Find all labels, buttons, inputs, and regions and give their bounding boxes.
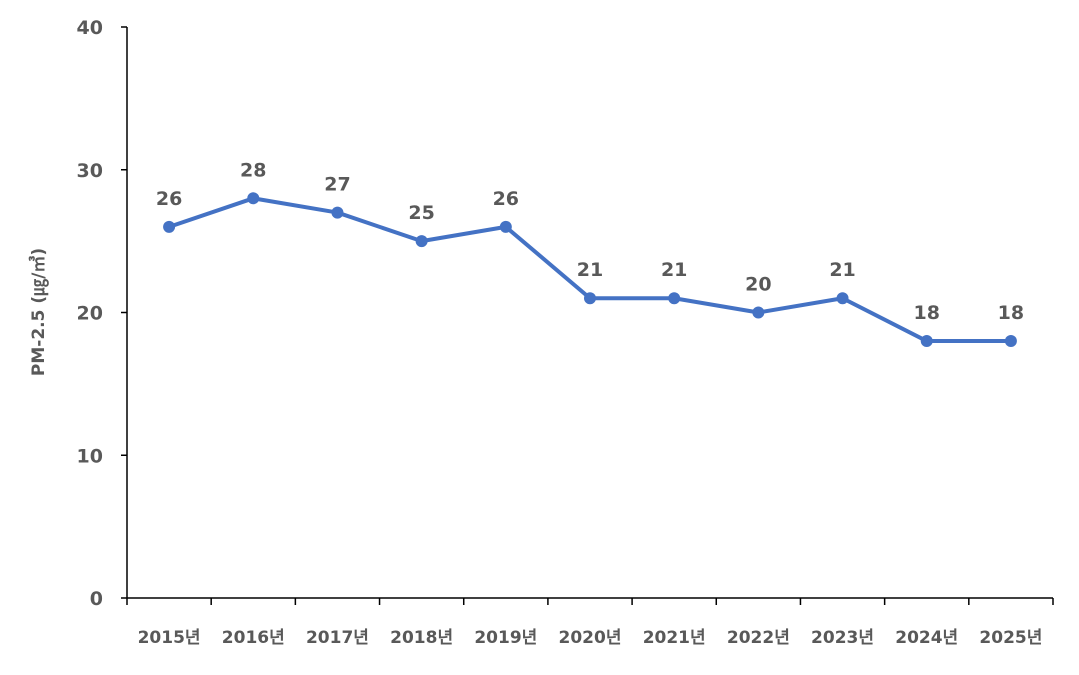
data-point <box>668 292 681 305</box>
data-point <box>920 335 933 348</box>
x-tick-label: 2017년 <box>306 628 369 648</box>
y-tick-label: 30 <box>77 160 103 182</box>
data-point <box>331 206 344 219</box>
data-point <box>415 235 428 248</box>
data-point <box>836 292 849 305</box>
x-tick-label: 2018년 <box>390 628 453 648</box>
data-label: 21 <box>661 259 687 281</box>
x-tick-label: 2025년 <box>979 628 1042 648</box>
x-tick-label: 2021년 <box>643 628 706 648</box>
data-label: 20 <box>745 274 771 296</box>
x-tick-label: 2015년 <box>138 628 201 648</box>
x-tick-label: 2019년 <box>474 628 537 648</box>
data-point <box>163 220 176 233</box>
x-tick-label: 2024년 <box>895 628 958 648</box>
data-point <box>752 306 765 319</box>
data-label: 27 <box>324 174 350 196</box>
data-label: 21 <box>577 259 603 281</box>
data-label: 18 <box>998 302 1024 324</box>
x-tick-label: 2020년 <box>559 628 622 648</box>
data-label: 21 <box>829 259 855 281</box>
data-label: 25 <box>408 202 434 224</box>
y-tick-label: 10 <box>77 445 103 467</box>
data-label: 28 <box>240 159 266 181</box>
data-label: 26 <box>493 188 519 210</box>
x-tick-label: 2022년 <box>727 628 790 648</box>
data-point <box>247 192 260 205</box>
y-tick-label: 0 <box>90 588 103 610</box>
data-label: 26 <box>156 188 182 210</box>
y-tick-label: 40 <box>77 17 103 39</box>
x-tick-label: 2016년 <box>222 628 285 648</box>
data-point <box>584 292 596 305</box>
y-tick-label: 20 <box>77 303 103 325</box>
data-point <box>499 220 512 233</box>
data-label: 18 <box>914 302 940 324</box>
data-point <box>1004 335 1017 348</box>
x-tick-label: 2023년 <box>811 628 874 648</box>
y-axis-label: PM-2.5 (㎍/㎥) <box>28 248 50 376</box>
